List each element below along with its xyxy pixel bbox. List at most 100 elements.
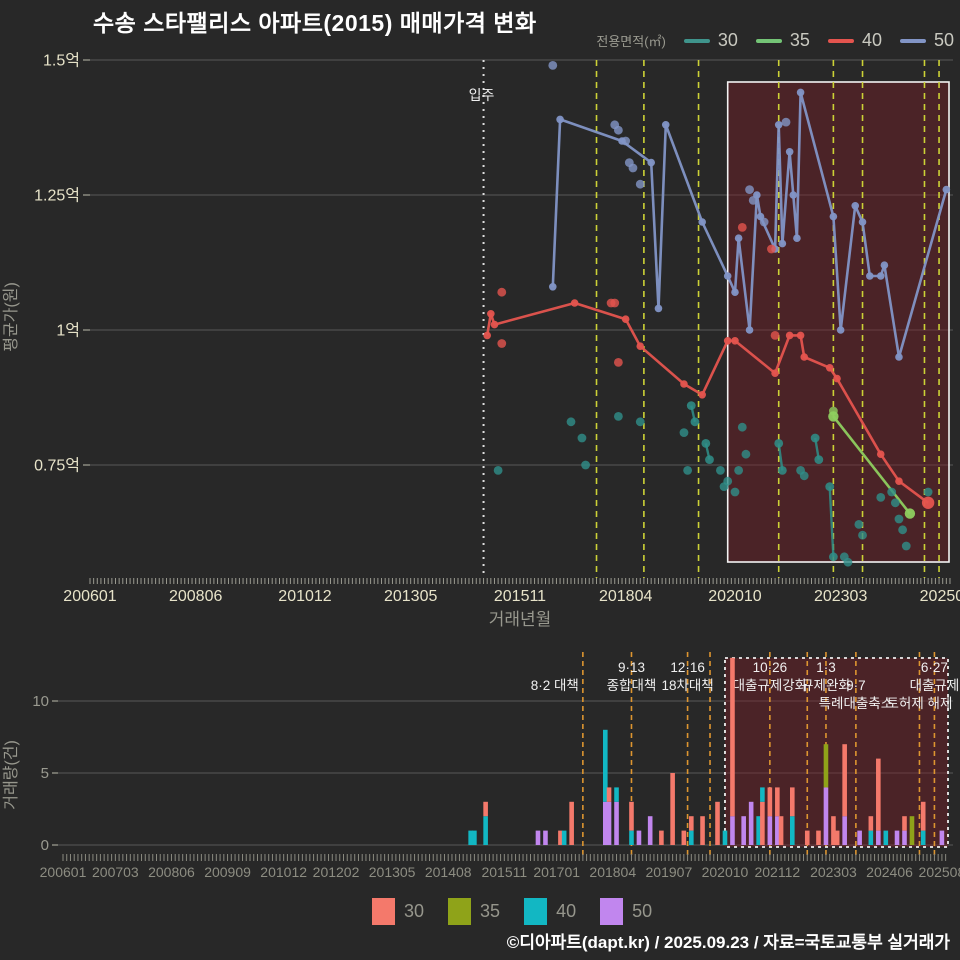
series-40-point (800, 353, 809, 361)
series-30-point (777, 466, 787, 475)
series-30-point (701, 439, 711, 448)
xtick-label: 201305 (384, 588, 437, 605)
legend-swatch (524, 898, 548, 925)
bar-202403-50 (876, 830, 881, 845)
series-50-point (942, 185, 951, 194)
bar-202204-40 (790, 816, 795, 845)
bar-201803-30 (606, 787, 612, 802)
bar-202301-35 (823, 744, 829, 788)
bar-202103-50 (741, 816, 746, 845)
bar-202306-30 (842, 744, 847, 817)
top-xlabel: 거래년월 (489, 610, 552, 629)
series-35-dot (828, 406, 838, 416)
xtick-label: 200806 (169, 588, 222, 605)
bar-201703-40 (561, 830, 567, 845)
bar-201902-50 (647, 816, 653, 845)
bar-202403-30 (876, 758, 881, 831)
xtick-label-bot: 201701 (533, 864, 580, 880)
series-40-point (570, 299, 579, 307)
series-50-point (851, 202, 860, 210)
series-40-point (876, 450, 885, 459)
policy-label: 9·13 (618, 660, 645, 675)
bar-201610-50 (543, 830, 548, 845)
bar-201705-30 (569, 801, 574, 845)
series-40-point (487, 310, 495, 318)
bar-201802-40 (603, 729, 608, 802)
legend-top-item-30[interactable]: 30 (683, 30, 738, 51)
series-30-dot (898, 525, 908, 535)
series-30-dot (716, 466, 725, 475)
series-40-point (921, 496, 935, 509)
series-50-dot (748, 196, 758, 205)
legend-line-swatch (827, 38, 854, 43)
series-50-point (793, 234, 801, 242)
bar-201803-50 (606, 801, 612, 845)
bar-202105-50 (748, 801, 754, 845)
series-40-point (621, 315, 630, 324)
legend-swatch (448, 898, 472, 925)
legend-top-item-35[interactable]: 35 (755, 30, 810, 51)
legend-top-item-50[interactable]: 50 (899, 30, 954, 51)
series-50-point (895, 353, 903, 361)
series-30-point (705, 455, 714, 464)
series-30-dot (581, 460, 590, 470)
series-30-point (686, 401, 696, 410)
legend-bottom-label: 30 (404, 901, 425, 921)
ytick-label-bot: 5 (41, 765, 49, 782)
legend-bottom-item-40[interactable]: 40 (524, 898, 576, 925)
bar-202112-50 (775, 816, 780, 845)
bar-202503-30 (920, 801, 926, 831)
ytick-label-bot: 0 (41, 837, 49, 854)
bar-202108-30 (760, 801, 765, 845)
legend-top-label: 35 (789, 30, 810, 50)
legend-bottom-item-35[interactable]: 35 (448, 898, 500, 925)
series-30-dot (679, 428, 689, 437)
series-50-point (778, 239, 787, 248)
series-50-dot (745, 185, 754, 195)
series-50-point (774, 121, 783, 129)
series-50-point (836, 326, 845, 334)
bar-201911-30 (681, 830, 687, 845)
legend-line-swatch (755, 38, 782, 43)
xtick-label-bot: 201202 (313, 864, 360, 880)
bar-201506-30 (483, 801, 488, 817)
bar-201503-40 (472, 830, 477, 845)
ytick-label: 1.5억 (43, 52, 80, 70)
series-30-point (774, 439, 784, 448)
series-50-dot (628, 163, 638, 173)
policy-label: 18차대책 (661, 678, 713, 693)
series-30-point (814, 455, 824, 464)
series-50-point (785, 148, 794, 156)
xtick-label-bot: 202112 (754, 864, 800, 880)
legend-top-label: 50 (933, 30, 954, 50)
legend-bottom-item-30[interactable]: 30 (372, 898, 424, 925)
series-50-point (829, 212, 838, 221)
xtick-label: 201804 (599, 588, 652, 605)
series-50-dot (781, 117, 791, 127)
series-50-point (647, 158, 655, 167)
bar-202306-50 (842, 816, 847, 845)
xtick-label-bot: 202303 (810, 864, 857, 880)
series-50-dot (548, 61, 558, 70)
policy-label: 대출규제 (910, 678, 960, 693)
bar-202410-50 (902, 830, 907, 845)
legend-top-item-40[interactable]: 40 (827, 30, 882, 51)
xtick-label-bot: 201804 (589, 864, 636, 880)
legend-top-label: 40 (861, 30, 882, 50)
bar-201908-30 (670, 773, 675, 845)
policy-label: 규제완화 (801, 678, 851, 693)
series-50-point (698, 218, 706, 226)
bar-202204-30 (790, 787, 795, 817)
legend-bottom-label: 35 (480, 901, 501, 921)
bar-202004-30 (700, 816, 705, 845)
bar-202008-30 (715, 801, 720, 845)
series-30-dot (734, 466, 744, 475)
series-30-dot (923, 487, 933, 497)
series-40-point (796, 331, 805, 340)
series-30-dot (799, 471, 809, 481)
bar-202012-50 (730, 816, 735, 845)
series-30-dot (901, 541, 911, 551)
series-40-dot (767, 244, 776, 254)
legend-bottom-item-50[interactable]: 50 (600, 898, 652, 925)
